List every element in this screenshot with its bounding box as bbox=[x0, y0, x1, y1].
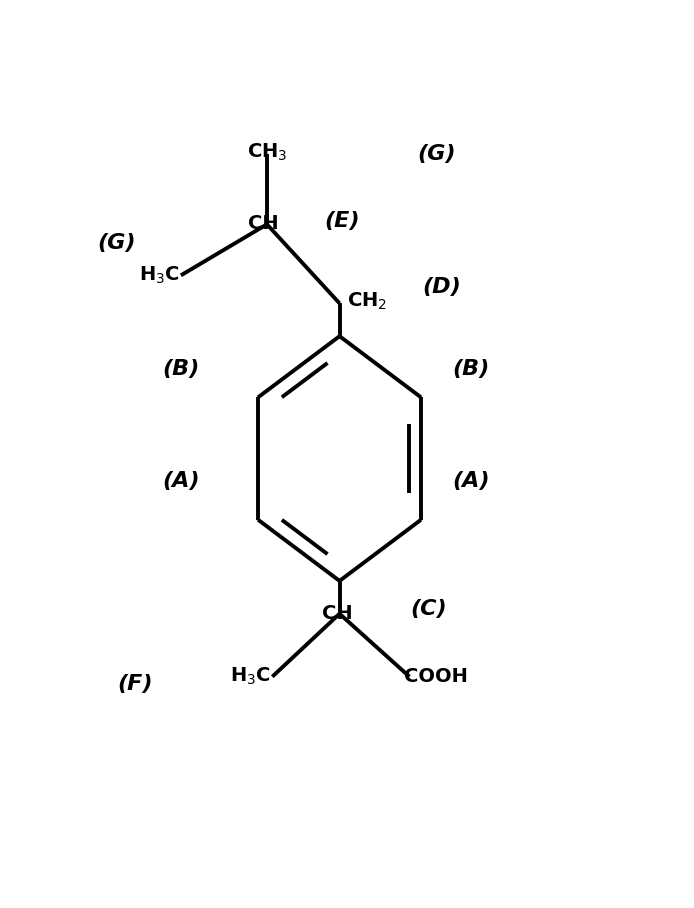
Text: (A): (A) bbox=[162, 471, 200, 491]
Text: (G): (G) bbox=[417, 144, 455, 164]
Text: (E): (E) bbox=[325, 211, 360, 231]
Text: CH: CH bbox=[248, 214, 278, 233]
Text: (D): (D) bbox=[423, 277, 461, 297]
Text: (A): (A) bbox=[452, 471, 490, 491]
Text: COOH: COOH bbox=[405, 667, 468, 686]
Text: H$_3$C: H$_3$C bbox=[230, 666, 271, 687]
Text: CH$_2$: CH$_2$ bbox=[348, 291, 387, 311]
Text: CH: CH bbox=[321, 604, 352, 623]
Text: (C): (C) bbox=[410, 599, 447, 619]
Text: (F): (F) bbox=[117, 674, 153, 694]
Text: CH$_3$: CH$_3$ bbox=[247, 142, 287, 163]
Text: (B): (B) bbox=[452, 359, 490, 379]
Text: (B): (B) bbox=[162, 359, 199, 379]
Text: (G): (G) bbox=[97, 233, 135, 253]
Text: H$_3$C: H$_3$C bbox=[139, 265, 180, 286]
